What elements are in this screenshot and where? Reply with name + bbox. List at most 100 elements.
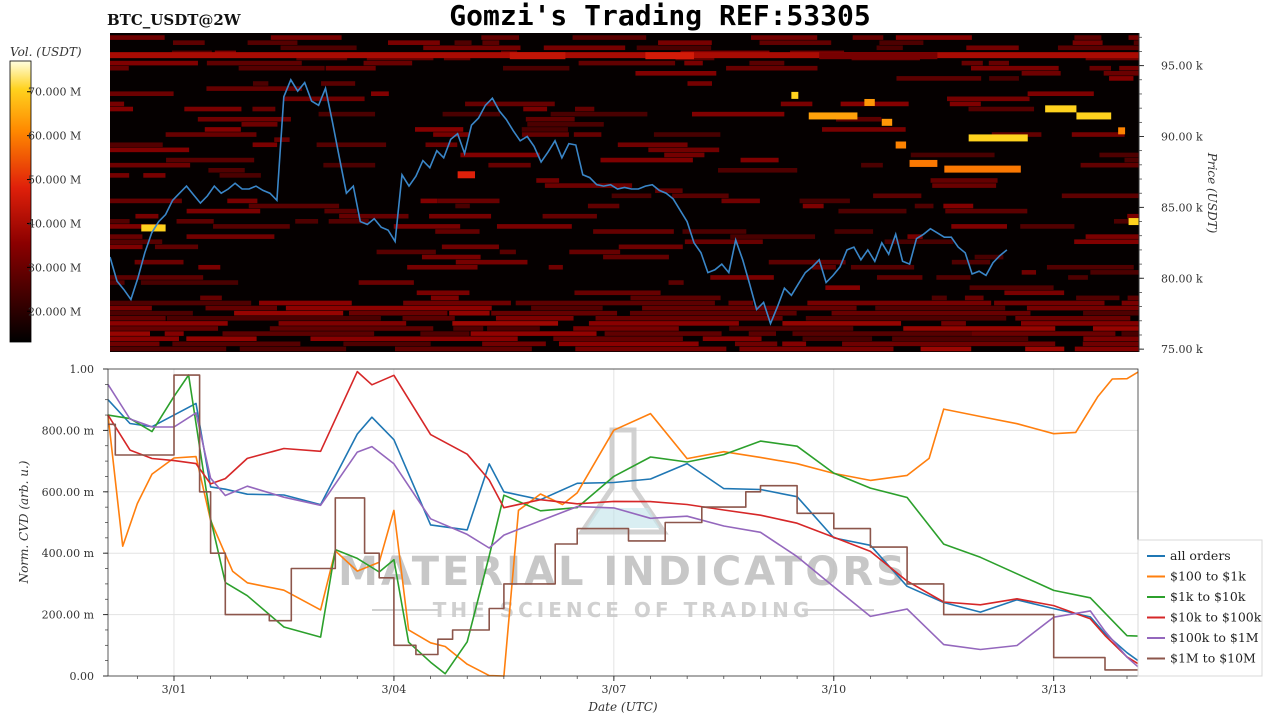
cvd-x-axis-label: Date (UTC) bbox=[587, 700, 657, 714]
heatmap-cell bbox=[248, 203, 340, 209]
heatmap-cell bbox=[691, 111, 785, 117]
heatmap-cell bbox=[1015, 315, 1131, 321]
heatmap-cell bbox=[994, 300, 1105, 306]
heatmap-cell bbox=[739, 346, 894, 352]
heatmap-cell bbox=[172, 40, 205, 45]
heatmap-cell bbox=[831, 310, 1031, 316]
heatmap-cell bbox=[310, 336, 518, 342]
heatmap-cell bbox=[588, 321, 739, 326]
heatmap-cell bbox=[603, 254, 669, 260]
heatmap-cell bbox=[482, 341, 546, 347]
heatmap-cell bbox=[892, 336, 1029, 342]
liquidity-wall bbox=[808, 112, 858, 120]
heatmap-cell bbox=[578, 60, 676, 66]
heatmap-cell bbox=[110, 224, 163, 229]
heatmap-cell bbox=[1109, 76, 1134, 81]
heatmap-cell bbox=[318, 111, 376, 117]
heatmap-cell bbox=[687, 81, 712, 86]
heatmap-cell bbox=[1085, 234, 1139, 239]
heatmap-cell bbox=[280, 45, 357, 51]
heatmap-cell bbox=[274, 137, 290, 142]
heatmap-cell bbox=[110, 147, 190, 153]
heatmap-cell bbox=[1004, 290, 1065, 296]
heatmap-cell bbox=[285, 305, 492, 311]
heatmap-cell bbox=[465, 101, 555, 107]
heatmap-cell bbox=[219, 173, 261, 178]
heatmap-cell bbox=[1021, 270, 1037, 275]
heatmap-cell bbox=[1061, 193, 1139, 199]
heatmap-cell bbox=[421, 254, 481, 260]
heatmap-cell bbox=[110, 244, 143, 250]
heatmap-cell bbox=[1072, 40, 1103, 45]
heatmap-cell bbox=[574, 290, 661, 296]
heatmap-cell bbox=[349, 310, 448, 316]
heatmap-cell bbox=[110, 341, 160, 347]
heatmap-cell bbox=[876, 275, 923, 280]
heatmap-cell bbox=[166, 315, 381, 321]
cvd-x-ticks: 3/01 3/04 3/07 3/10 3/13 bbox=[136, 676, 1128, 696]
cvd-y-tick-label: 0.00 bbox=[70, 670, 95, 683]
heatmap-cell bbox=[433, 132, 470, 137]
heatmap-cell bbox=[682, 229, 747, 234]
heatmap-cell bbox=[166, 157, 255, 163]
heatmap-cell bbox=[932, 183, 997, 188]
heatmap-cell bbox=[542, 213, 597, 219]
heatmap-cell bbox=[206, 86, 303, 91]
colorbar-tick-label: 40.000 M bbox=[28, 217, 81, 230]
heatmap-cell bbox=[642, 305, 857, 311]
heatmap-cell bbox=[875, 305, 1006, 311]
heatmap-cell bbox=[247, 40, 298, 45]
heatmap-cell bbox=[947, 96, 1030, 102]
heatmap-cell bbox=[269, 326, 434, 331]
heatmap-cell bbox=[206, 60, 302, 66]
legend-items: all orders $100 to $1k $1k to $10k $10k to … bbox=[1147, 548, 1262, 666]
heatmap-cell bbox=[110, 315, 166, 321]
heatmap-cell bbox=[325, 65, 376, 71]
heatmap-cell bbox=[668, 280, 684, 285]
cvd-y-axis-label: Norm. CVD (arb. u.) bbox=[17, 460, 31, 584]
cvd-y-tick-label: 1.00 bbox=[70, 363, 95, 376]
heatmap-cell bbox=[575, 346, 727, 352]
heatmap-cell bbox=[455, 259, 528, 265]
heatmap-cell bbox=[630, 295, 721, 301]
heatmap-cell bbox=[1068, 275, 1088, 280]
heatmap-cell bbox=[135, 213, 159, 219]
heatmap-cell bbox=[544, 183, 633, 188]
heatmap-cell bbox=[110, 326, 219, 331]
heatmap-cell bbox=[452, 321, 559, 326]
heatmap-cell bbox=[186, 336, 257, 342]
price-tick-label: 95.00 k bbox=[1161, 60, 1203, 73]
heatmap-cell bbox=[213, 224, 290, 229]
heatmap-cell bbox=[487, 326, 540, 331]
heatmap-cell bbox=[222, 331, 375, 336]
heatmap-cell bbox=[548, 264, 563, 270]
heatmap-cell bbox=[324, 208, 357, 214]
heatmap-cell bbox=[550, 111, 648, 117]
heatmap-cell bbox=[974, 254, 1004, 260]
heatmap-cell bbox=[684, 239, 763, 245]
heatmap-cell bbox=[442, 111, 501, 117]
heatmap-cell bbox=[420, 198, 438, 204]
heatmap-cell bbox=[943, 203, 974, 209]
heatmap-cell bbox=[850, 264, 915, 270]
heatmap-cell bbox=[503, 65, 570, 71]
heatmap-cell bbox=[876, 45, 903, 51]
heatmap-cell bbox=[595, 315, 783, 321]
heatmap-cell bbox=[896, 76, 982, 81]
heatmap-cell bbox=[945, 208, 1028, 214]
heatmap-cell bbox=[110, 234, 143, 239]
cvd-x-tick-label: 3/04 bbox=[382, 683, 407, 696]
heatmap-panel: 95.00 k 90.00 k 85.00 k 80.00 k 75.00 k Pric… bbox=[110, 33, 1219, 356]
heatmap-cell bbox=[407, 264, 478, 270]
heatmap-cell bbox=[969, 285, 1054, 290]
heatmap-cell bbox=[110, 101, 125, 107]
cvd-x-tick-label: 3/07 bbox=[601, 683, 626, 696]
legend-label: $10k to $100k bbox=[1170, 610, 1262, 625]
liquidity-wall bbox=[645, 52, 695, 60]
heatmap-cell bbox=[316, 142, 387, 148]
heatmap-cell bbox=[903, 326, 1056, 331]
heatmap-cell bbox=[558, 341, 699, 347]
heatmap-cell bbox=[1046, 264, 1134, 270]
heatmap-cell bbox=[521, 132, 569, 137]
